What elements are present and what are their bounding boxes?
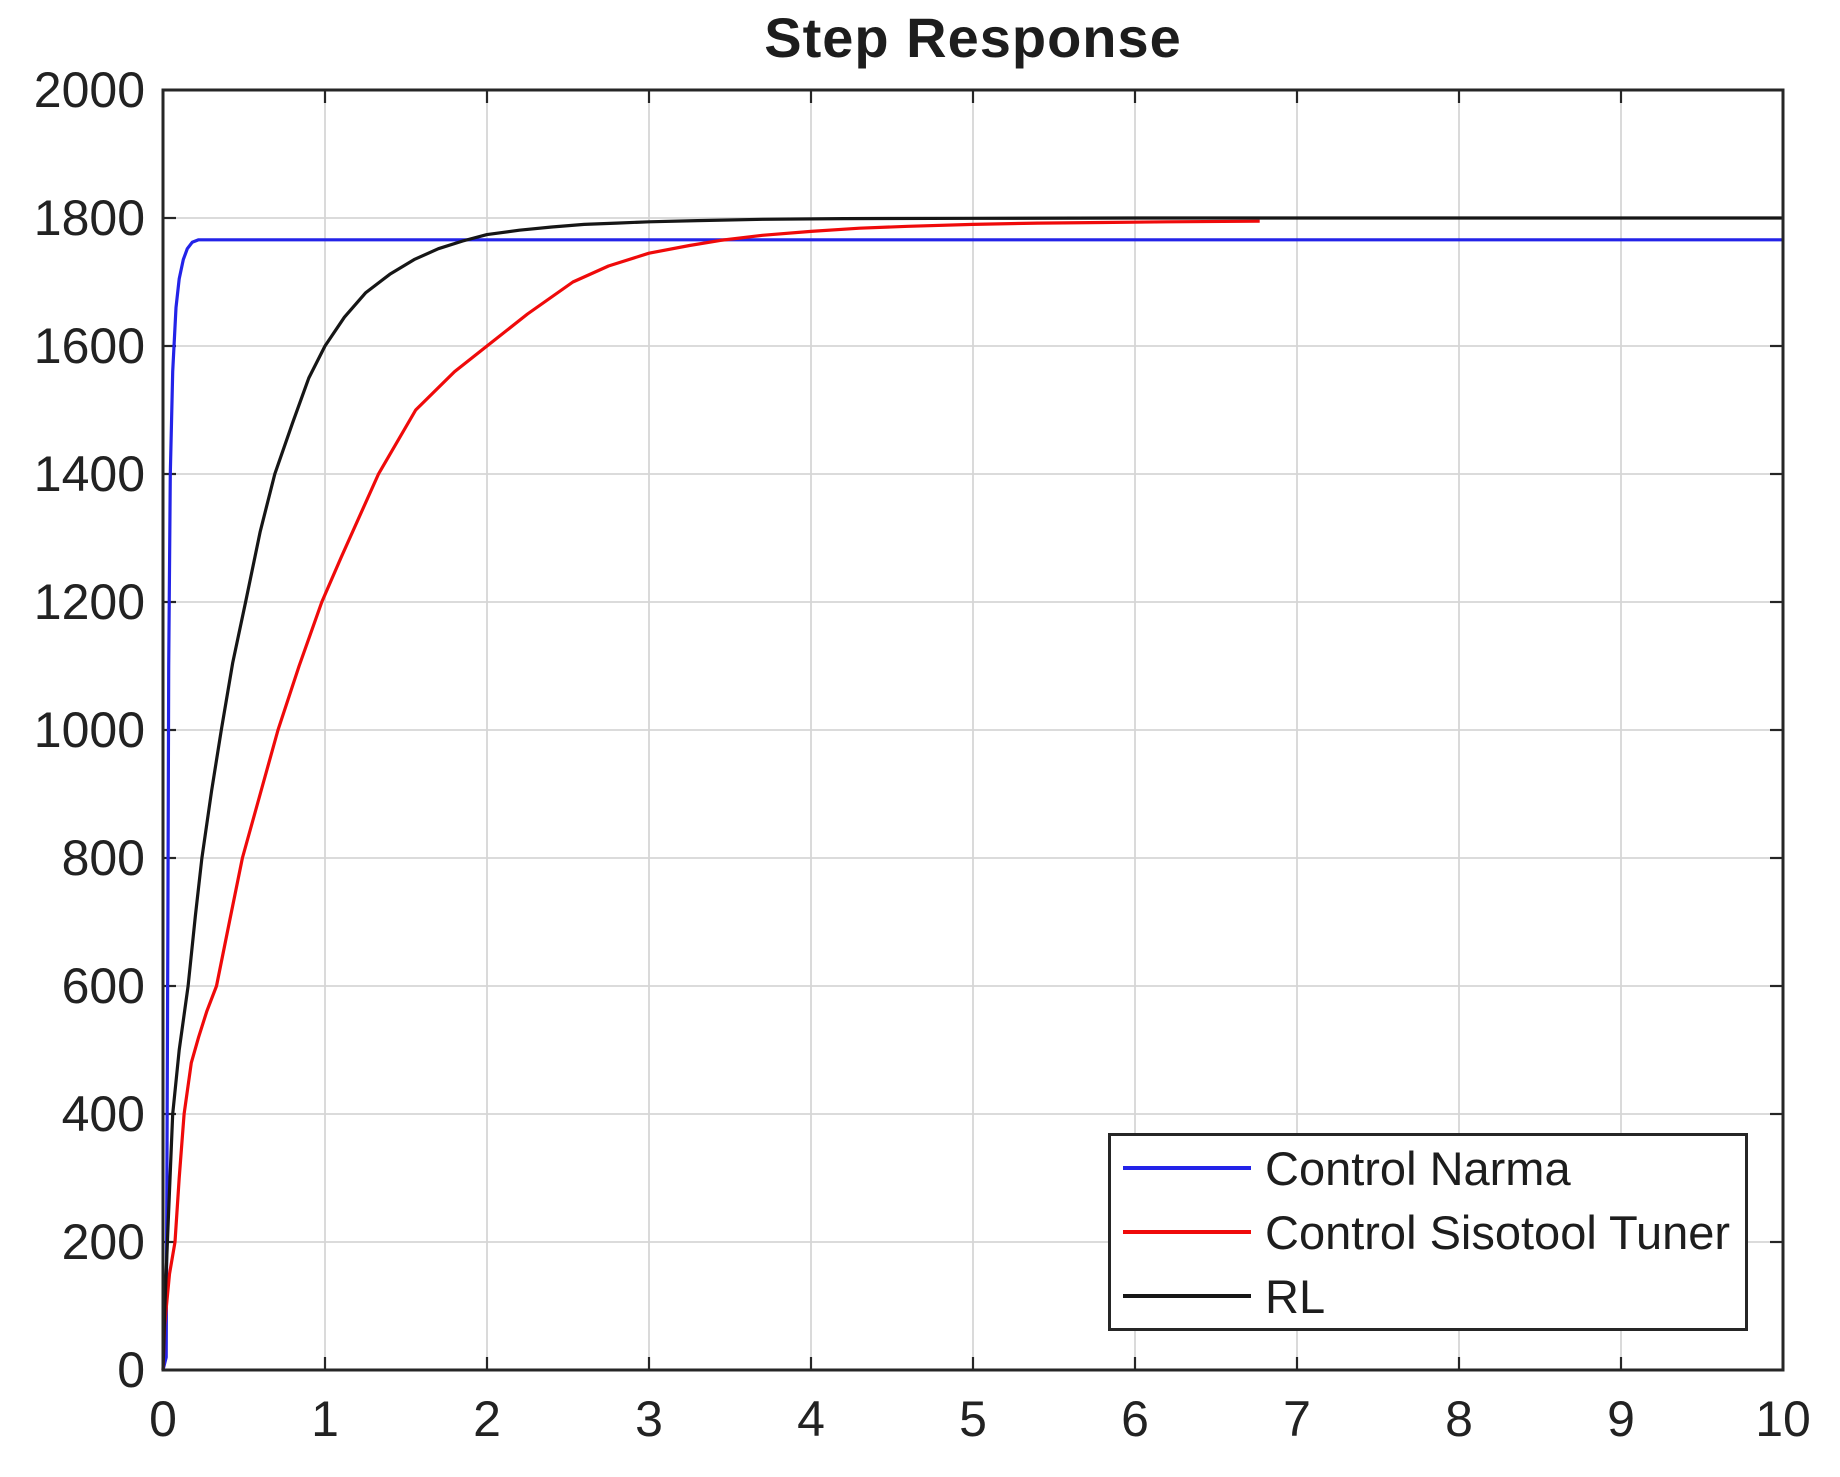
x-tick-label: 9	[1607, 1391, 1635, 1447]
series-line-1	[161, 219, 1260, 1371]
legend-label: RL	[1265, 1269, 1326, 1323]
axes-box	[161, 88, 1785, 1372]
legend-row: Control Sisotool Tuner	[1111, 1200, 1745, 1264]
x-tick-label: 4	[797, 1391, 825, 1447]
chart-title: Step Response	[764, 6, 1182, 69]
legend: Control Narma Control Sisotool Tuner RL	[1108, 1133, 1748, 1331]
legend-label: Control Sisotool Tuner	[1265, 1205, 1731, 1259]
y-tick-label: 1600	[33, 318, 145, 374]
y-tick-label: 1200	[33, 574, 145, 630]
y-tick-label: 0	[117, 1342, 145, 1398]
y-tick-label: 2000	[33, 62, 145, 118]
x-tick-label: 1	[311, 1391, 339, 1447]
x-tick-label: 8	[1445, 1391, 1473, 1447]
legend-row: RL	[1111, 1264, 1745, 1328]
series-line-2	[161, 216, 1783, 1371]
series-line-0	[161, 238, 1783, 1371]
y-tick-label: 1800	[33, 190, 145, 246]
x-tick-label: 7	[1283, 1391, 1311, 1447]
legend-line-swatch	[1123, 1230, 1251, 1234]
x-tick-label: 0	[149, 1391, 177, 1447]
y-tick-label: 400	[61, 1086, 145, 1142]
y-tick-label: 1000	[33, 702, 145, 758]
y-tick-label: 600	[61, 958, 145, 1014]
x-tick-label: 10	[1755, 1391, 1811, 1447]
legend-label: Control Narma	[1265, 1141, 1571, 1195]
x-tick-label: 6	[1121, 1391, 1149, 1447]
x-tick-label: 3	[635, 1391, 663, 1447]
y-tick-label: 1400	[33, 446, 145, 502]
legend-row: Control Narma	[1111, 1136, 1745, 1200]
x-tick-label: 2	[473, 1391, 501, 1447]
legend-line-swatch	[1123, 1166, 1251, 1170]
x-tick-label: 5	[959, 1391, 987, 1447]
y-tick-label: 800	[61, 830, 145, 886]
y-tick-label: 200	[61, 1214, 145, 1270]
legend-line-swatch	[1123, 1294, 1251, 1298]
